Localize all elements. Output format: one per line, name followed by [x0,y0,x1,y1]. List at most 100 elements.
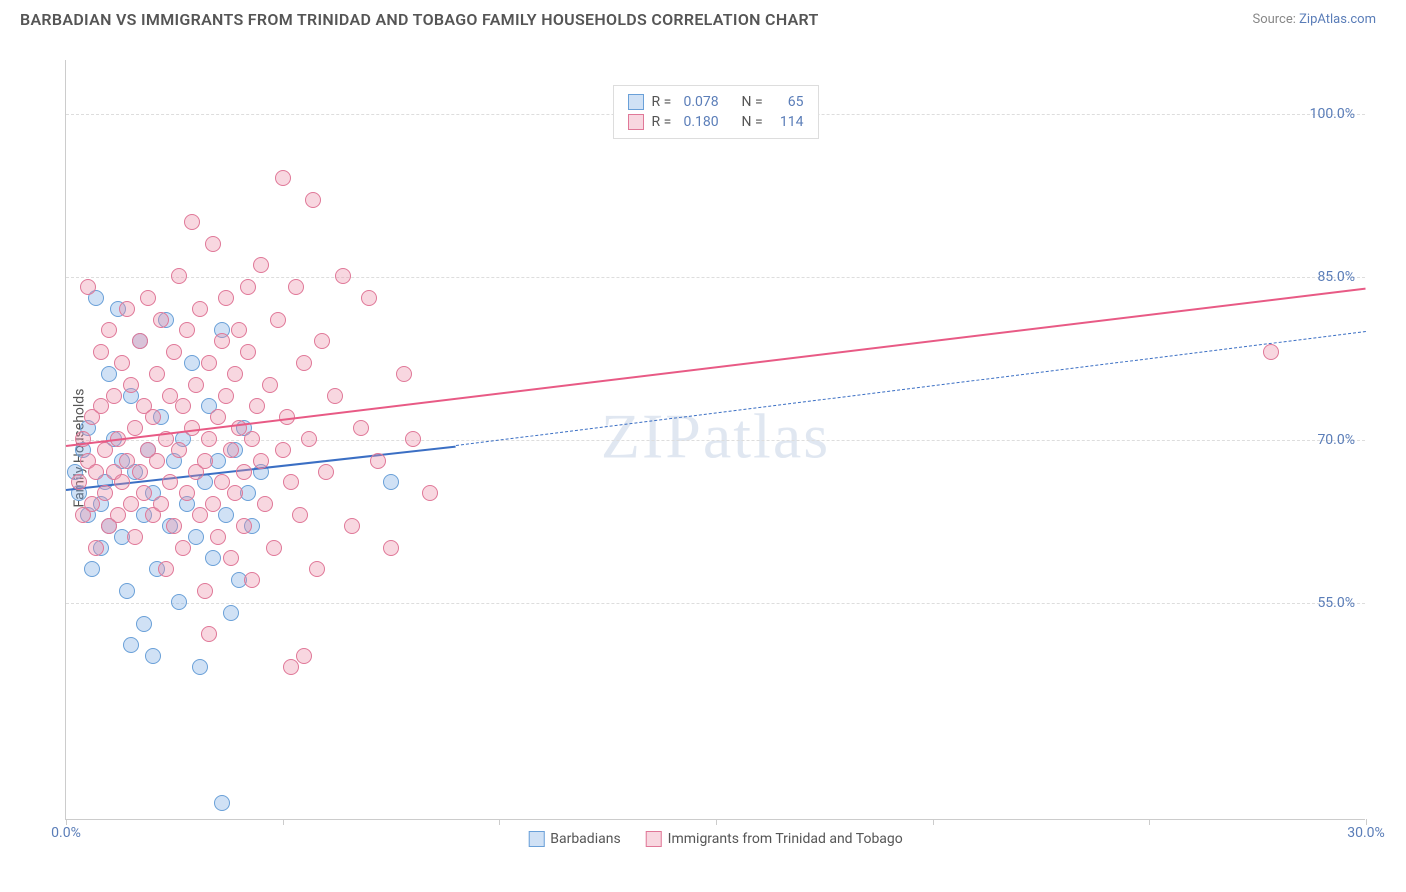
trend-line-extrapolated [456,331,1366,446]
data-point [210,409,226,425]
data-point [370,453,386,469]
data-point [270,312,286,328]
legend-r-label: R = [652,114,676,130]
data-point [201,431,217,447]
data-point [240,279,256,295]
data-point [175,540,191,556]
data-point [84,496,100,512]
data-point [253,257,269,273]
data-point [236,518,252,534]
legend-n-value: 114 [774,114,804,130]
legend-swatch [628,94,644,110]
data-point [140,290,156,306]
data-point [231,322,247,338]
legend-label: Barbadians [550,831,620,847]
data-point [101,366,117,382]
data-point [292,507,308,523]
data-point [88,540,104,556]
data-point [114,355,130,371]
data-point [275,170,291,186]
data-point [266,540,282,556]
data-point [205,236,221,252]
data-point [223,550,239,566]
data-point [184,214,200,230]
data-point [305,192,321,208]
data-point [197,583,213,599]
legend-swatch [628,114,644,130]
source-label: Source: ZipAtlas.com [1252,12,1376,27]
data-point [71,474,87,490]
data-point [119,301,135,317]
x-tick [283,819,284,825]
data-point [236,464,252,480]
data-point [275,442,291,458]
data-point [114,474,130,490]
series-legend: Barbadians Immigrants from Trinidad and T… [528,831,903,847]
data-point [223,605,239,621]
data-point [214,333,230,349]
data-point [179,485,195,501]
data-point [132,464,148,480]
data-point [145,409,161,425]
watermark: ZIPatlas [601,399,830,473]
data-point [80,279,96,295]
data-point [405,431,421,447]
data-point [93,344,109,360]
data-point [210,529,226,545]
data-point [240,344,256,360]
data-point [97,442,113,458]
data-point [153,496,169,512]
legend-row: R =0.180N =114 [628,112,804,132]
data-point [227,366,243,382]
data-point [171,442,187,458]
data-point [153,312,169,328]
x-tick-label: 0.0% [51,825,81,841]
data-point [205,550,221,566]
data-point [84,561,100,577]
legend-item: Immigrants from Trinidad and Tobago [646,831,903,847]
data-point [201,355,217,371]
data-point [314,333,330,349]
data-point [318,464,334,480]
y-tick-label: 70.0% [1317,432,1355,448]
legend-swatch [646,831,662,847]
legend-r-label: R = [652,94,676,110]
legend-n-value: 65 [774,94,804,110]
data-point [123,377,139,393]
data-point [184,355,200,371]
data-point [136,485,152,501]
data-point [192,301,208,317]
y-tick-label: 85.0% [1317,269,1355,285]
data-point [119,583,135,599]
data-point [383,540,399,556]
data-point [283,659,299,675]
data-point [383,474,399,490]
data-point [201,626,217,642]
data-point [262,377,278,393]
data-point [244,572,260,588]
x-tick-label: 30.0% [1347,825,1385,841]
correlation-legend: R =0.078N =65R =0.180N =114 [613,85,819,139]
legend-n-label: N = [742,114,766,130]
data-point [218,388,234,404]
data-point [93,398,109,414]
data-point [123,496,139,512]
data-point [283,474,299,490]
data-point [309,561,325,577]
source-link[interactable]: ZipAtlas.com [1299,12,1376,27]
data-point [197,453,213,469]
legend-r-value: 0.078 [684,94,734,110]
data-point [327,388,343,404]
legend-n-label: N = [742,94,766,110]
data-point [344,518,360,534]
data-point [296,648,312,664]
data-point [214,795,230,811]
data-point [296,355,312,371]
legend-row: R = 0.078 N = 65 [628,92,804,112]
data-point [132,333,148,349]
data-point [301,431,317,447]
x-tick [716,819,717,825]
data-point [149,366,165,382]
chart-container: Family Households ZIPatlas R =0.078N =65… [45,40,1385,840]
data-point [192,507,208,523]
